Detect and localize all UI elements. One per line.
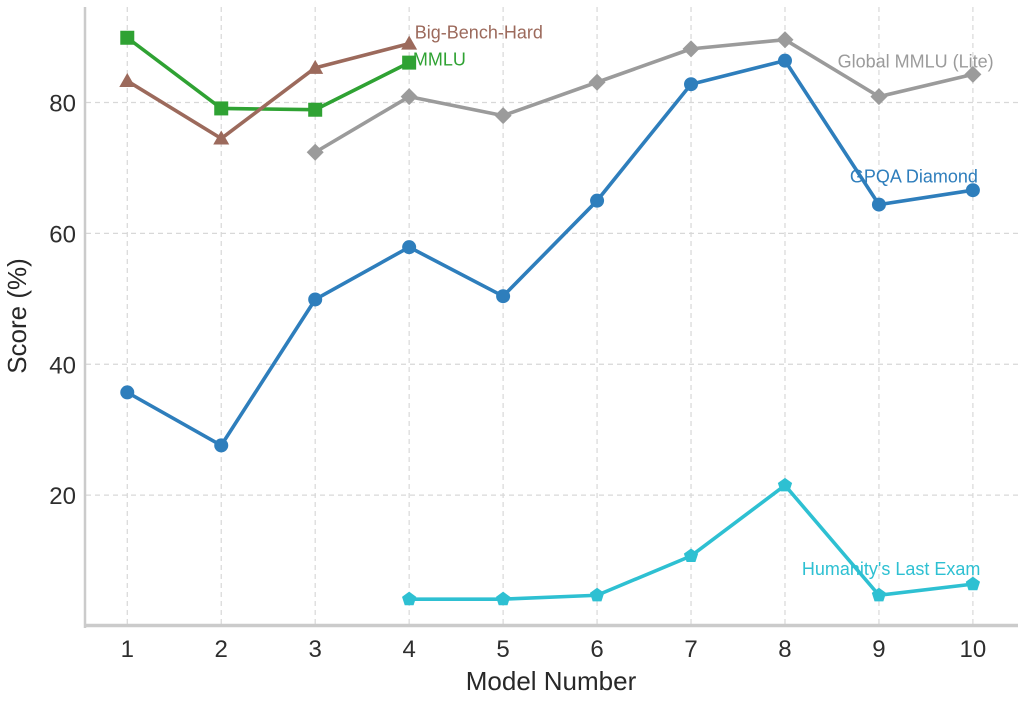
axis-spines (83, 7, 1018, 628)
data-point-diamond-marker (494, 107, 512, 125)
series-line-mmlu (125, 35, 411, 112)
x-tick-label: 1 (121, 636, 134, 663)
data-point-pentagon-marker (871, 587, 887, 602)
x-tick-label: 8 (778, 636, 791, 663)
data-point-circle-marker (684, 77, 699, 92)
series-gpqa-diamond (120, 53, 980, 453)
series-big-bench-hard (119, 35, 418, 145)
data-point-square-marker (120, 30, 135, 45)
series-line-big-bench-hard (125, 41, 411, 141)
data-point-triangle-up-marker (119, 72, 136, 87)
data-point-circle-marker (308, 292, 323, 307)
data-point-circle-marker (402, 240, 417, 255)
x-tick-label: 5 (496, 636, 509, 663)
series-humanity-s-last-exam (402, 477, 981, 606)
data-point-pentagon-marker (683, 548, 699, 563)
x-tick-label: 3 (309, 636, 322, 663)
data-point-circle-marker (590, 193, 605, 208)
x-tick-label: 10 (960, 636, 987, 663)
series-label-global-mmlu-lite: Global MMLU (Lite) (838, 51, 994, 71)
series-annotations-layer: Global MMLU (Lite) MMLU Big-Bench-Hard GPQA… (413, 23, 994, 580)
data-point-triangle-up-marker (213, 130, 230, 145)
x-tick-label: 6 (590, 636, 603, 663)
data-point-circle-marker (965, 183, 980, 198)
data-point-diamond-marker (870, 88, 888, 106)
data-point-diamond-marker (776, 31, 794, 49)
data-point-pentagon-marker (965, 576, 981, 591)
y-tick-label: 40 (49, 352, 76, 379)
data-point-pentagon-marker (495, 591, 511, 606)
data-point-circle-marker (120, 385, 135, 400)
x-axis-label: Model Number (466, 666, 637, 696)
tick-labels-layer: 1 2 3 4 5 6 7 8 9 10 20 40 60 80 (49, 91, 986, 663)
y-tick-label: 60 (49, 221, 76, 248)
series-label-mmlu: MMLU (413, 49, 466, 69)
data-point-square-marker (214, 101, 229, 116)
data-point-diamond-marker (306, 143, 324, 161)
data-point-pentagon-marker (589, 587, 605, 602)
series-label-humanity-s-last-exam: Humanity's Last Exam (802, 559, 981, 579)
data-point-circle-marker (871, 197, 886, 212)
series-line-global-mmlu-lite (313, 37, 975, 155)
data-point-diamond-marker (400, 88, 418, 106)
x-tick-label: 4 (402, 636, 415, 663)
y-tick-label: 80 (49, 91, 76, 118)
y-axis-label: Score (%) (2, 258, 32, 374)
data-point-triangle-up-marker (401, 35, 418, 50)
data-point-pentagon-marker (402, 591, 417, 606)
data-point-circle-marker (777, 53, 792, 68)
series-mmlu (120, 30, 417, 117)
data-point-diamond-marker (682, 40, 700, 58)
series-label-big-bench-hard: Big-Bench-Hard (415, 23, 543, 43)
data-point-square-marker (402, 55, 417, 70)
x-tick-label: 2 (215, 636, 228, 663)
y-tick-label: 20 (49, 483, 76, 510)
series-layer (119, 30, 982, 606)
data-point-triangle-up-marker (307, 59, 324, 74)
data-point-square-marker (308, 102, 323, 117)
data-point-circle-marker (214, 438, 229, 453)
data-point-circle-marker (496, 289, 511, 304)
data-point-diamond-marker (964, 65, 982, 83)
series-label-gpqa-diamond: GPQA Diamond (850, 166, 978, 186)
x-tick-label: 9 (872, 636, 885, 663)
series-global-mmlu-lite (306, 31, 982, 161)
series-line-gpqa-diamond (125, 58, 975, 448)
data-point-pentagon-marker (777, 477, 793, 492)
data-point-diamond-marker (588, 73, 606, 91)
x-tick-label: 7 (684, 636, 697, 663)
